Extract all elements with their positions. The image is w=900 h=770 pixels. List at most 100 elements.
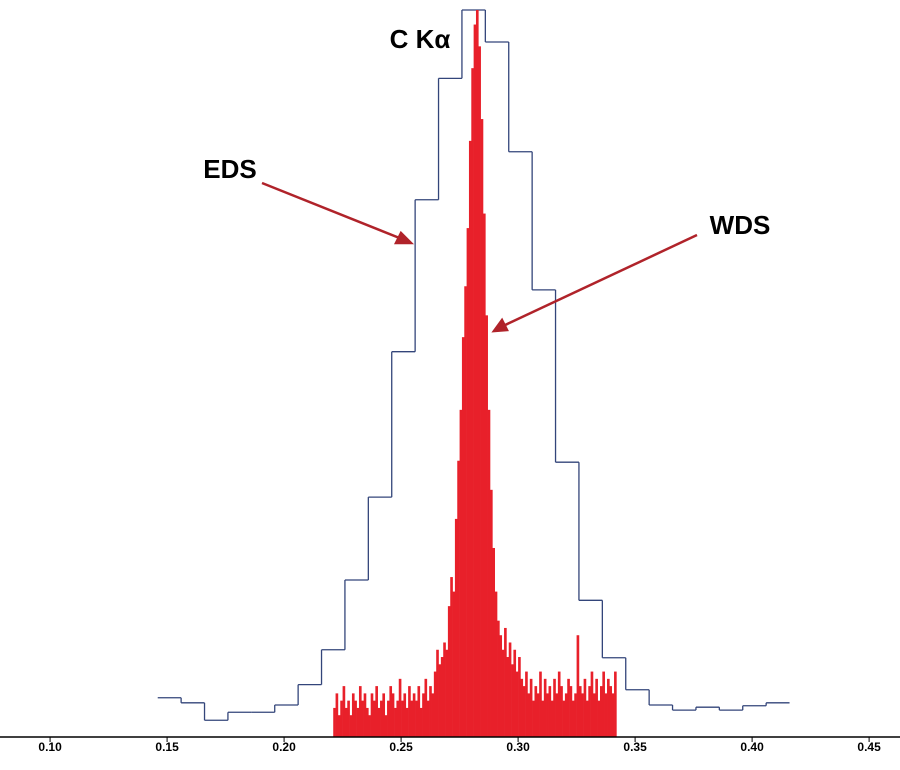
bar xyxy=(569,686,573,737)
bar xyxy=(499,635,503,737)
bar xyxy=(609,686,613,737)
bar xyxy=(485,315,488,737)
bar xyxy=(518,657,521,737)
bar xyxy=(340,700,343,737)
bar xyxy=(394,707,397,737)
x-tick-label: 0.20 xyxy=(272,740,296,754)
bar xyxy=(422,693,425,737)
bar xyxy=(604,693,608,737)
x-tick-label: 0.35 xyxy=(623,740,647,754)
x-tick-label: 0.10 xyxy=(38,740,62,754)
bar xyxy=(513,649,517,737)
bar xyxy=(365,707,369,737)
wds-label: WDS xyxy=(710,210,771,240)
bar xyxy=(473,24,477,738)
bar xyxy=(403,693,407,737)
x-tick-label: 0.15 xyxy=(155,740,179,754)
bar xyxy=(333,707,336,737)
bar xyxy=(349,715,353,737)
eds-label: EDS xyxy=(203,154,256,184)
bar xyxy=(370,693,374,737)
bar xyxy=(387,700,390,737)
bar xyxy=(614,671,617,737)
wds-arrow xyxy=(502,233,698,328)
bar xyxy=(335,693,339,737)
x-tick-label: 0.40 xyxy=(740,740,764,754)
bar xyxy=(373,700,376,737)
bar xyxy=(562,700,566,737)
peak-label: C Kα xyxy=(390,24,451,54)
bar xyxy=(555,693,559,737)
bar xyxy=(567,678,570,737)
bar xyxy=(356,707,360,737)
bar xyxy=(585,700,589,737)
x-tick-label: 0.25 xyxy=(389,740,413,754)
bar xyxy=(600,686,603,737)
bar xyxy=(424,678,428,737)
bar xyxy=(389,686,393,737)
x-tick-label: 0.45 xyxy=(857,740,881,754)
bar xyxy=(429,686,432,737)
bar xyxy=(541,700,545,737)
bar xyxy=(576,635,580,737)
bar xyxy=(534,686,538,737)
bar xyxy=(438,664,442,737)
bar xyxy=(410,700,414,737)
plot-area xyxy=(157,9,790,738)
bar xyxy=(380,700,383,737)
bar xyxy=(459,409,463,737)
bar xyxy=(447,606,451,737)
bar xyxy=(611,693,615,737)
bar xyxy=(457,460,460,737)
bar xyxy=(557,671,561,737)
bar xyxy=(445,649,449,737)
bar xyxy=(354,700,357,737)
wds-arrowhead xyxy=(491,317,509,333)
bar xyxy=(581,693,584,737)
bar xyxy=(539,671,542,737)
bar xyxy=(508,642,512,737)
bar xyxy=(546,693,549,737)
bar xyxy=(375,686,378,737)
bar xyxy=(475,10,479,737)
bar xyxy=(471,68,474,737)
bar xyxy=(466,228,470,737)
bar xyxy=(564,693,568,737)
arrows xyxy=(261,181,698,333)
bar xyxy=(553,678,556,737)
bar xyxy=(454,518,458,737)
bar xyxy=(363,693,367,737)
bar xyxy=(398,678,402,737)
bar xyxy=(597,700,601,737)
bar xyxy=(511,664,514,737)
bar xyxy=(337,715,341,737)
bar xyxy=(358,686,362,737)
bar xyxy=(415,700,418,737)
bar xyxy=(487,409,491,737)
bar xyxy=(464,286,467,737)
bar xyxy=(468,140,472,738)
bar xyxy=(592,693,596,737)
bar xyxy=(426,700,430,737)
bar xyxy=(351,693,355,737)
bar xyxy=(482,213,486,737)
bar xyxy=(443,642,446,737)
bar xyxy=(550,700,554,737)
bar xyxy=(461,337,465,737)
bar xyxy=(431,693,435,737)
bar xyxy=(520,678,524,737)
bar xyxy=(602,671,605,737)
eds-arrowhead xyxy=(393,230,415,245)
bar xyxy=(408,686,411,737)
bar xyxy=(417,686,421,737)
bar xyxy=(543,678,547,737)
bar xyxy=(361,700,364,737)
bar xyxy=(532,700,535,737)
bar xyxy=(368,715,371,737)
bar xyxy=(560,686,563,737)
bar xyxy=(607,678,610,737)
bar xyxy=(590,671,594,737)
bar xyxy=(419,707,423,737)
